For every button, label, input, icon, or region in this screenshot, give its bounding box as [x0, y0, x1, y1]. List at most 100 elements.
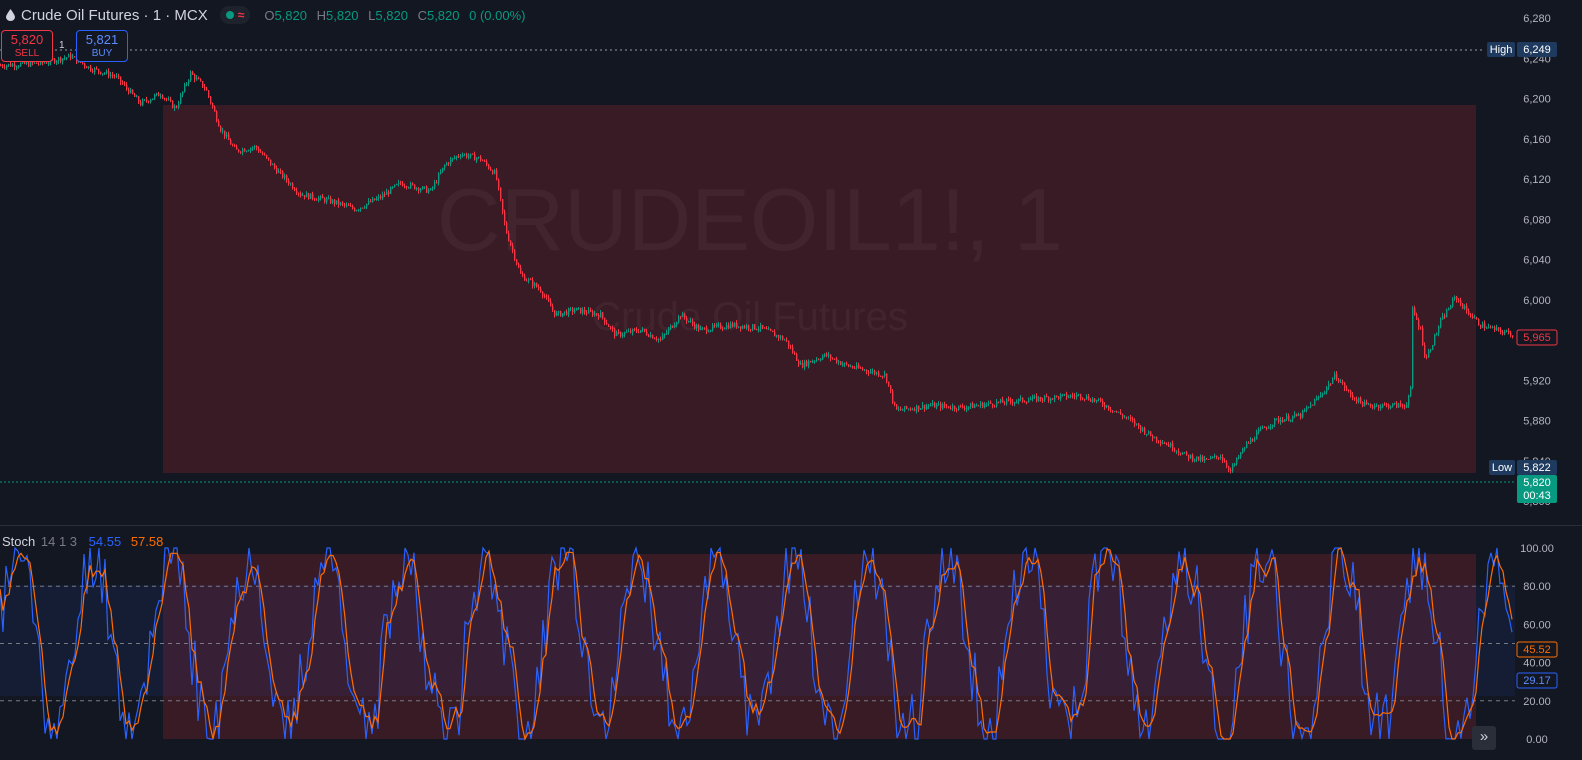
candle-body [1218, 457, 1220, 459]
price-chart[interactable]: CRUDEOIL1!, 1 Crude Oil Futures 6,280 6,2… [0, 0, 1582, 525]
candle-body [344, 203, 346, 206]
candle-body [616, 331, 618, 337]
candle-body [82, 62, 84, 64]
candle-body [304, 195, 306, 198]
candle-body [504, 211, 506, 223]
candle-body [928, 405, 930, 407]
candle-body [628, 330, 630, 332]
candle-body [316, 199, 318, 201]
sell-button[interactable]: 5,820 SELL [1, 30, 53, 62]
candle-body [482, 160, 484, 162]
candle-body [292, 183, 294, 189]
candle-body [8, 63, 10, 66]
candle-body [1018, 398, 1020, 402]
candle-body [516, 259, 518, 265]
candle-body [1290, 419, 1292, 421]
candle-body [808, 360, 810, 366]
candle-body [1422, 328, 1424, 346]
candle-body [1274, 418, 1276, 425]
candle-body [372, 198, 374, 202]
candle-body [204, 86, 206, 89]
candle-body [814, 360, 816, 362]
candle-body [1378, 405, 1380, 409]
candle-body [24, 61, 26, 64]
candle-body [360, 207, 362, 210]
candle-body [1254, 439, 1256, 441]
stoch-d-value: 57.58 [130, 534, 164, 549]
symbol-legend[interactable]: Crude Oil Futures · 1 · MCX ≈ O5,820 H5,… [6, 6, 532, 24]
candle-body [1180, 453, 1182, 455]
candle-body [392, 186, 394, 188]
candle-body [1088, 396, 1090, 400]
candle-body [1374, 406, 1376, 408]
candle-body [692, 320, 694, 325]
candle-body [1480, 325, 1482, 328]
candle-body [256, 145, 258, 149]
stochastic-chart[interactable]: 100.00 80.00 60.00 40.00 20.00 0.00 45.52 29.… [0, 530, 1582, 760]
candle-body [310, 193, 312, 199]
candle-body [852, 366, 854, 368]
candle-body [924, 404, 926, 410]
candle-body [686, 317, 688, 322]
candle-body [1372, 406, 1374, 408]
double-chevron-right-icon[interactable]: » [1472, 726, 1496, 750]
candle-body [1494, 327, 1496, 331]
pane-separator[interactable] [0, 525, 1582, 530]
candle-body [842, 364, 844, 366]
candle-body [258, 148, 260, 152]
buy-button[interactable]: 5,821 BUY [76, 30, 128, 62]
candle-body [1268, 427, 1270, 429]
candle-body [1160, 441, 1162, 444]
price-axis[interactable]: 6,2806,2406,2006,1606,1206,0806,0406,000… [1523, 13, 1551, 508]
candle-body [1434, 334, 1436, 346]
candle-body [186, 83, 188, 85]
stoch-k-value: 54.55 [88, 534, 122, 549]
candle-body [982, 402, 984, 408]
candle-body [1208, 458, 1210, 460]
candle-body [422, 186, 424, 190]
candle-body [108, 71, 110, 77]
candle-body [728, 324, 730, 329]
candle-body [436, 182, 438, 184]
candle-body [762, 324, 764, 328]
candle-body [206, 88, 208, 91]
candle-body [922, 404, 924, 409]
candle-body [1320, 394, 1322, 398]
candle-body [214, 106, 216, 112]
candle-body [1026, 401, 1028, 403]
candle-body [742, 326, 744, 329]
stochastic-pane[interactable]: 100.00 80.00 60.00 40.00 20.00 0.00 45.52 29.… [0, 530, 1582, 760]
bar-countdown: 00:43 [1523, 490, 1551, 502]
stoch-k-marker-value: 29.17 [1523, 675, 1551, 687]
price-pane[interactable]: CRUDEOIL1!, 1 Crude Oil Futures 6,280 6,2… [0, 0, 1582, 525]
stoch-d-line [0, 547, 1513, 741]
candle-body [550, 301, 552, 307]
watermark-description: Crude Oil Futures [592, 295, 908, 339]
candle-body [470, 153, 472, 157]
order-quantity[interactable]: 1 [59, 40, 65, 51]
stoch-legend[interactable]: Stoch 14 1 3 54.55 57.58 [2, 534, 163, 549]
candle-body [812, 361, 814, 363]
candle-body [144, 99, 146, 101]
candle-body [1234, 463, 1236, 466]
market-status[interactable]: ≈ [219, 6, 251, 24]
candle-body [176, 106, 178, 108]
candle-body [1128, 417, 1130, 419]
candle-body [1066, 393, 1068, 398]
candle-body [1456, 296, 1458, 300]
symbol-title[interactable]: Crude Oil Futures · 1 · MCX [21, 6, 208, 24]
candle-body [760, 324, 762, 330]
candle-body [782, 336, 784, 340]
candle-body [840, 361, 842, 365]
candle-body [696, 325, 698, 329]
candle-body [130, 89, 132, 94]
stoch-axis[interactable]: 100.00 80.00 60.00 40.00 20.00 0.00 [1520, 543, 1554, 746]
price-tick-label: 6,280 [1523, 13, 1551, 25]
candle-body [1404, 405, 1406, 408]
candle-body [128, 88, 130, 94]
candle-body [1470, 314, 1472, 317]
candle-body [318, 197, 320, 201]
candle-body [1204, 458, 1206, 461]
candle-body [1030, 399, 1032, 401]
candle-body [1212, 457, 1214, 459]
